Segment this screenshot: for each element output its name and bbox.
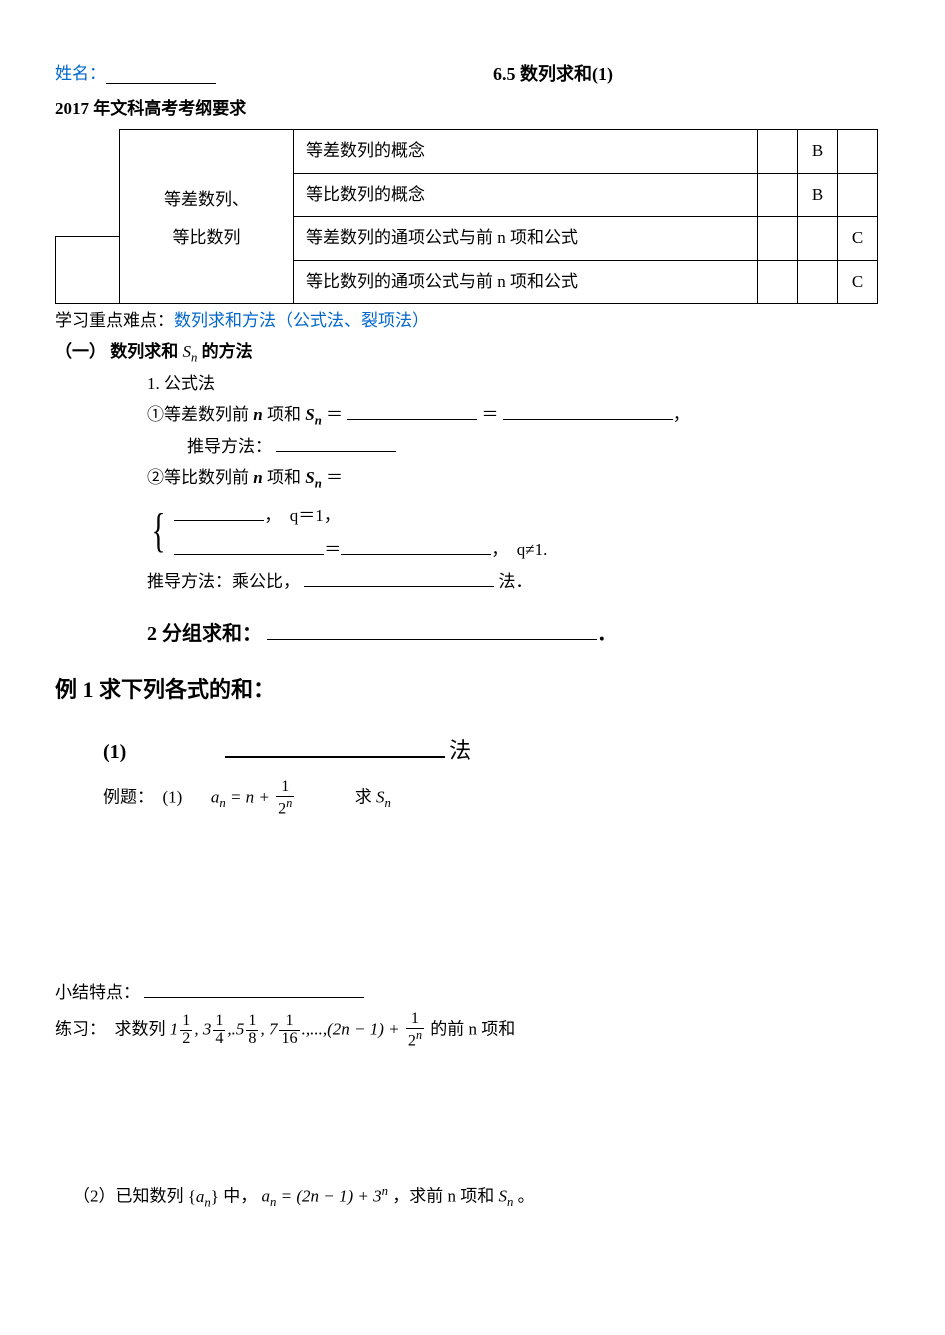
- blank-3[interactable]: [174, 502, 264, 521]
- requirements-table: 等差数列、 等比数列 等差数列的概念 B 等比数列的概念 B 等差数列的通项公式…: [119, 129, 878, 304]
- table-wrap: 等差数列、 等比数列 等差数列的概念 B 等比数列的概念 B 等差数列的通项公式…: [55, 129, 890, 304]
- blank-8[interactable]: [144, 980, 364, 999]
- row1-desc: 等差数列的概念: [294, 130, 758, 174]
- blank-6[interactable]: [267, 618, 597, 640]
- subtitle: 2017 年文科高考考纲要求: [55, 94, 890, 125]
- row2-desc: 等比数列的概念: [294, 174, 758, 218]
- blank-1a[interactable]: [347, 401, 477, 420]
- blank-5[interactable]: [304, 568, 494, 587]
- row4-desc: 等比数列的通项公式与前 n 项和公式: [294, 261, 758, 305]
- name-blank[interactable]: [106, 65, 216, 84]
- problem-2: （2）已知数列 {an} 中， an = (2n − 1) + 3n ，求前 n…: [55, 1180, 890, 1214]
- row4-c1: [758, 261, 798, 305]
- row1-c3: [838, 130, 878, 174]
- set-an: {an}: [188, 1187, 219, 1206]
- brace-bottom: ＝， q≠1.: [174, 533, 547, 567]
- derive-line-1: 推导方法：: [55, 432, 890, 463]
- example1-problem: 例题： (1) an = n + 1 2n 求 Sn: [55, 779, 890, 818]
- formula-line-2: ②等比数列前 n 项和 Sn ＝: [55, 463, 890, 495]
- example1-heading: 例 1 求下列各式的和：: [55, 670, 890, 710]
- blank-2[interactable]: [276, 434, 396, 453]
- frac-1-2n: 1 2n: [276, 779, 294, 818]
- summary-line: 小结特点：: [55, 978, 890, 1009]
- sec-sn-sub: n: [191, 350, 197, 364]
- item-1: 1. 公式法: [55, 369, 890, 400]
- sec-tail: 的方法: [202, 342, 253, 361]
- n-bold1: n: [253, 405, 262, 424]
- blank-4a[interactable]: [174, 536, 324, 555]
- header-row: 姓名： 6.5 数列求和(1): [55, 58, 890, 90]
- row1-c1: [758, 130, 798, 174]
- col1-line2: 等比数列: [173, 219, 241, 256]
- row1-c2: B: [798, 130, 838, 174]
- row2-c1: [758, 174, 798, 218]
- item-2: 2 分组求和： ．: [55, 616, 890, 652]
- page-title: 6.5 数列求和(1): [216, 58, 890, 90]
- row4-c3: C: [838, 261, 878, 305]
- brace-block: { ， q＝1， ＝， q≠1.: [55, 499, 890, 567]
- row2-c2: B: [798, 174, 838, 218]
- sec-text: 数列求和: [110, 342, 178, 361]
- focus-text: 数列求和方法（公式法、裂项法）: [174, 311, 429, 330]
- focus-label: 学习重点难点：: [55, 311, 174, 330]
- brace-content: ， q＝1， ＝， q≠1.: [174, 499, 547, 567]
- row3-c3: C: [838, 217, 878, 261]
- ex1-tail: 法: [449, 738, 471, 763]
- row3-c2: [798, 217, 838, 261]
- brace-top: ， q＝1，: [174, 499, 547, 533]
- sec-num: （一）: [55, 342, 106, 361]
- row2-c3: [838, 174, 878, 218]
- focus-line: 学习重点难点：数列求和方法（公式法、裂项法）: [55, 306, 890, 337]
- ex1-num: (1): [103, 741, 126, 763]
- Sn-1: Sn: [305, 405, 322, 424]
- section-one-heading: （一） 数列求和 Sn 的方法: [55, 337, 890, 369]
- Sn-2: Sn: [305, 468, 322, 487]
- blank-1b[interactable]: [503, 401, 673, 420]
- row3-desc: 等差数列的通项公式与前 n 项和公式: [294, 217, 758, 261]
- brace-icon: {: [152, 507, 166, 555]
- formula-line-1: ①等差数列前 n 项和 Sn ＝ ＝ ，: [55, 400, 890, 432]
- derive-line-2: 推导方法：乘公比， 法．: [55, 567, 890, 598]
- blank-4b[interactable]: [341, 536, 491, 555]
- practice-line: 练习： 求数列 112, 314,.518, 7116.,...,(2n − 1…: [55, 1011, 890, 1050]
- n-bold2: n: [253, 468, 262, 487]
- table-col1: 等差数列、 等比数列: [120, 130, 294, 304]
- col1-line1: 等差数列、: [164, 181, 249, 218]
- name-label: 姓名：: [55, 59, 106, 90]
- sec-sn: S: [183, 342, 192, 361]
- row4-c2: [798, 261, 838, 305]
- example1-sub: (1) 法: [55, 731, 890, 771]
- row3-c1: [758, 217, 798, 261]
- blank-7[interactable]: [225, 738, 445, 758]
- table-stub: [55, 236, 119, 304]
